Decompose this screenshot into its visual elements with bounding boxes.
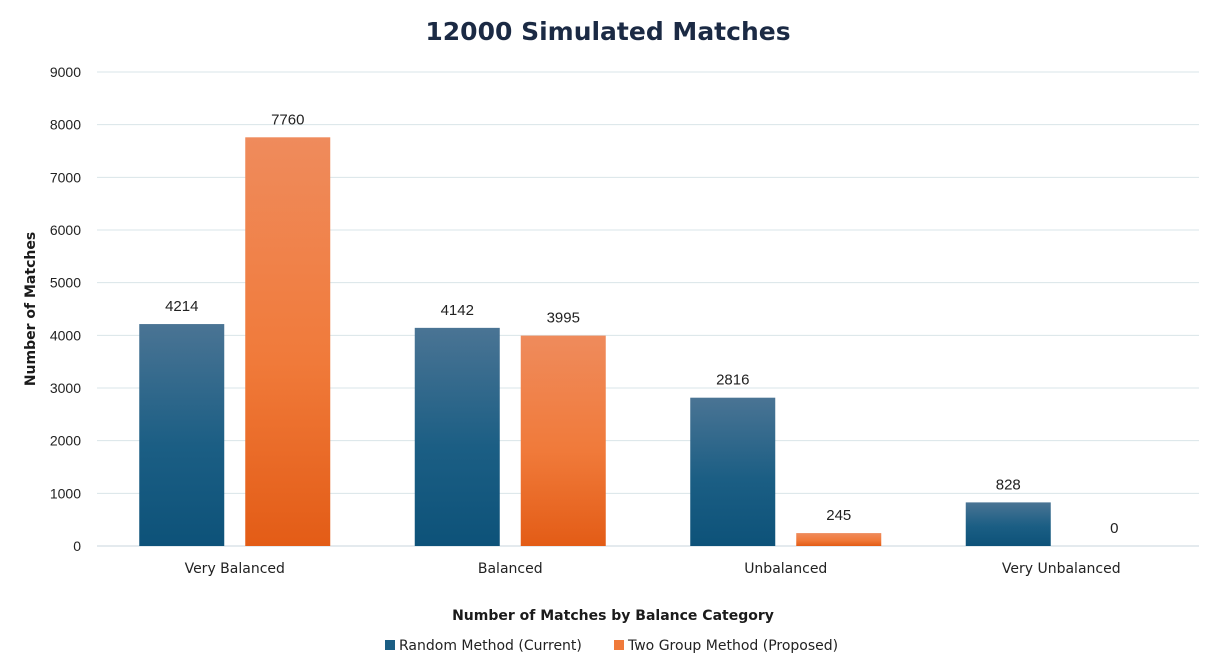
bar-two-group-0 xyxy=(245,137,331,546)
data-label: 4142 xyxy=(441,302,474,319)
data-labels: 4214 7760 4142 3995 2816 245 828 0 xyxy=(165,111,1118,537)
data-label: 245 xyxy=(826,507,851,524)
y-tick-label: 6000 xyxy=(50,222,81,238)
legend-label: Two Group Method (Proposed) xyxy=(627,638,838,654)
legend-label: Random Method (Current) xyxy=(399,638,582,654)
y-axis-title: Number of Matches xyxy=(23,232,39,386)
y-tick-label: 2000 xyxy=(50,433,81,449)
data-label: 0 xyxy=(1110,520,1118,537)
x-axis-title: Number of Matches by Balance Category xyxy=(452,608,774,624)
x-category-label: Balanced xyxy=(478,561,543,577)
y-tick-label: 9000 xyxy=(50,64,81,80)
bar-random-1 xyxy=(414,327,500,546)
x-axis-categories: Very Balanced Balanced Unbalanced Very Unba… xyxy=(185,561,1121,577)
bars xyxy=(139,137,1051,546)
data-label: 2816 xyxy=(716,372,749,389)
x-category-label: Unbalanced xyxy=(744,561,827,577)
y-tick-label: 4000 xyxy=(50,327,81,343)
data-label: 7760 xyxy=(271,111,304,128)
data-label: 4214 xyxy=(165,298,198,315)
legend: Random Method (Current) Two Group Method … xyxy=(385,638,838,654)
x-category-label: Very Balanced xyxy=(185,561,285,577)
data-label: 828 xyxy=(996,476,1021,493)
bar-random-0 xyxy=(139,324,225,546)
data-label: 3995 xyxy=(547,310,580,327)
y-tick-label: 3000 xyxy=(50,380,81,396)
x-category-label: Very Unbalanced xyxy=(1002,561,1121,577)
y-axis-ticks: 0 1000 2000 3000 4000 5000 6000 7000 8000 9000 xyxy=(50,64,81,554)
y-tick-label: 0 xyxy=(73,538,81,554)
bar-two-group-1 xyxy=(520,335,606,546)
legend-swatch xyxy=(385,640,395,650)
bar-random-2 xyxy=(690,397,776,546)
y-tick-label: 1000 xyxy=(50,485,81,501)
bar-two-group-2 xyxy=(796,533,882,546)
legend-swatch xyxy=(614,640,624,650)
chart-title: 12000 Simulated Matches xyxy=(425,17,790,46)
y-tick-label: 7000 xyxy=(50,169,81,185)
bar-random-3 xyxy=(965,502,1051,546)
y-tick-label: 8000 xyxy=(50,117,81,133)
y-tick-label: 5000 xyxy=(50,275,81,291)
